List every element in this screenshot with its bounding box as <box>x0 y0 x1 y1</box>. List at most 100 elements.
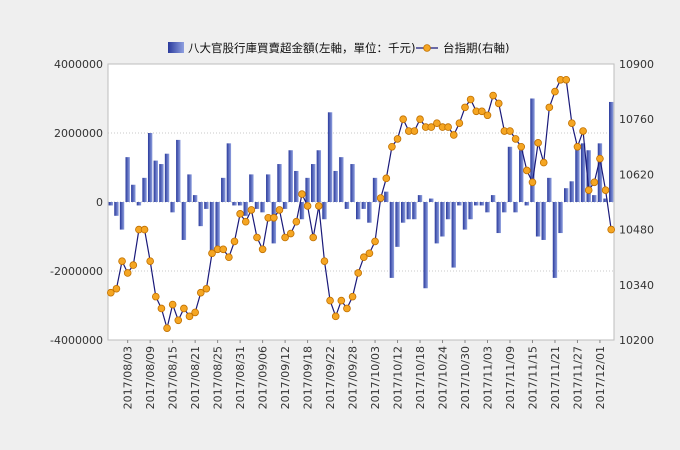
x-axis-tick-label: 2017/08/31 <box>234 346 247 409</box>
index-point <box>253 233 261 242</box>
bar <box>350 164 355 202</box>
bar <box>372 177 378 202</box>
x-axis-tick-label: 2017/08/09 <box>144 346 157 409</box>
index-point <box>230 237 239 246</box>
index-point <box>157 304 166 313</box>
bar <box>400 202 406 223</box>
index-point <box>365 249 374 258</box>
bar <box>294 170 299 202</box>
index-point <box>292 217 301 226</box>
index-point <box>539 158 548 167</box>
index-point <box>275 206 284 214</box>
x-axis-tick-label: 2017/10/18 <box>414 346 427 409</box>
index-point <box>399 115 407 123</box>
legend-line-marker <box>423 44 431 52</box>
bar <box>226 143 232 202</box>
index-point <box>523 166 531 175</box>
index-point <box>129 261 138 269</box>
index-point <box>562 75 571 84</box>
index-point <box>202 284 211 293</box>
bar <box>187 174 192 202</box>
bar <box>119 202 125 230</box>
bar <box>440 202 445 237</box>
bar <box>524 202 530 206</box>
bar <box>125 157 130 202</box>
index-point <box>579 127 587 135</box>
legend-bar-swatch <box>168 42 184 53</box>
index-point <box>236 210 244 218</box>
index-point <box>281 233 289 242</box>
index-point <box>410 127 419 135</box>
index-point <box>208 249 216 258</box>
index-point <box>371 237 379 246</box>
bar <box>519 150 524 202</box>
index-point <box>573 143 582 151</box>
right-axis-tick-label: 10900 <box>619 58 654 71</box>
legend-line-label: 台指期(右軸) <box>443 41 509 55</box>
index-point <box>393 135 402 143</box>
bar <box>344 202 350 209</box>
index-point <box>528 178 537 187</box>
index-point <box>112 284 121 293</box>
bar <box>423 202 428 289</box>
index-point <box>444 123 452 131</box>
index-point <box>494 99 503 108</box>
bar <box>260 202 265 213</box>
bar <box>586 150 591 202</box>
right-axis-tick-label: 10480 <box>619 224 654 237</box>
bar <box>192 195 198 202</box>
x-axis-tick-label: 2017/11/15 <box>526 346 539 409</box>
index-point <box>382 174 391 183</box>
x-axis-tick-label: 2017/08/15 <box>167 346 180 409</box>
right-axis-tick-label: 10340 <box>619 279 654 292</box>
bar <box>333 170 338 202</box>
index-point <box>590 178 599 187</box>
index-point <box>449 131 458 139</box>
bar <box>367 202 372 223</box>
bar <box>552 202 558 278</box>
index-point <box>455 119 464 127</box>
bar <box>406 202 411 220</box>
x-axis-tick-label: 2017/11/21 <box>549 346 562 409</box>
index-point <box>343 304 351 313</box>
bar <box>384 191 389 202</box>
index-point <box>298 190 306 198</box>
x-axis-tick-label: 2017/11/09 <box>504 346 517 409</box>
bar <box>243 202 248 216</box>
index-point <box>123 269 132 277</box>
index-point <box>354 269 362 277</box>
index-point <box>118 257 126 265</box>
bar <box>221 177 226 202</box>
bar <box>153 160 158 202</box>
x-axis-tick-label: 2017/12/01 <box>594 346 607 409</box>
index-point <box>360 253 368 262</box>
index-point <box>466 95 475 104</box>
index-point <box>196 288 205 297</box>
x-axis-tick-label: 2017/09/28 <box>347 346 360 409</box>
left-axis-tick-label: -2000000 <box>50 265 103 278</box>
index-point <box>483 111 492 120</box>
index-point <box>286 229 295 238</box>
index-point <box>489 91 497 100</box>
bar <box>147 133 153 202</box>
bar <box>181 202 187 240</box>
left-axis-tick-label: -4000000 <box>50 334 103 347</box>
index-point <box>174 316 183 325</box>
bar <box>462 202 468 230</box>
index-point <box>416 115 424 123</box>
index-point <box>331 312 340 321</box>
bar <box>176 139 181 202</box>
bar <box>389 202 395 278</box>
left-axis-tick-label: 4000000 <box>54 58 103 71</box>
bar <box>327 112 333 202</box>
bar <box>468 202 473 220</box>
index-point <box>596 154 604 163</box>
index-point <box>247 206 256 214</box>
index-point <box>185 312 194 321</box>
index-point <box>427 123 436 131</box>
index-point <box>348 292 357 301</box>
bar <box>356 202 361 220</box>
index-point <box>225 253 233 262</box>
left-axis-tick-label: 2000000 <box>54 127 103 140</box>
